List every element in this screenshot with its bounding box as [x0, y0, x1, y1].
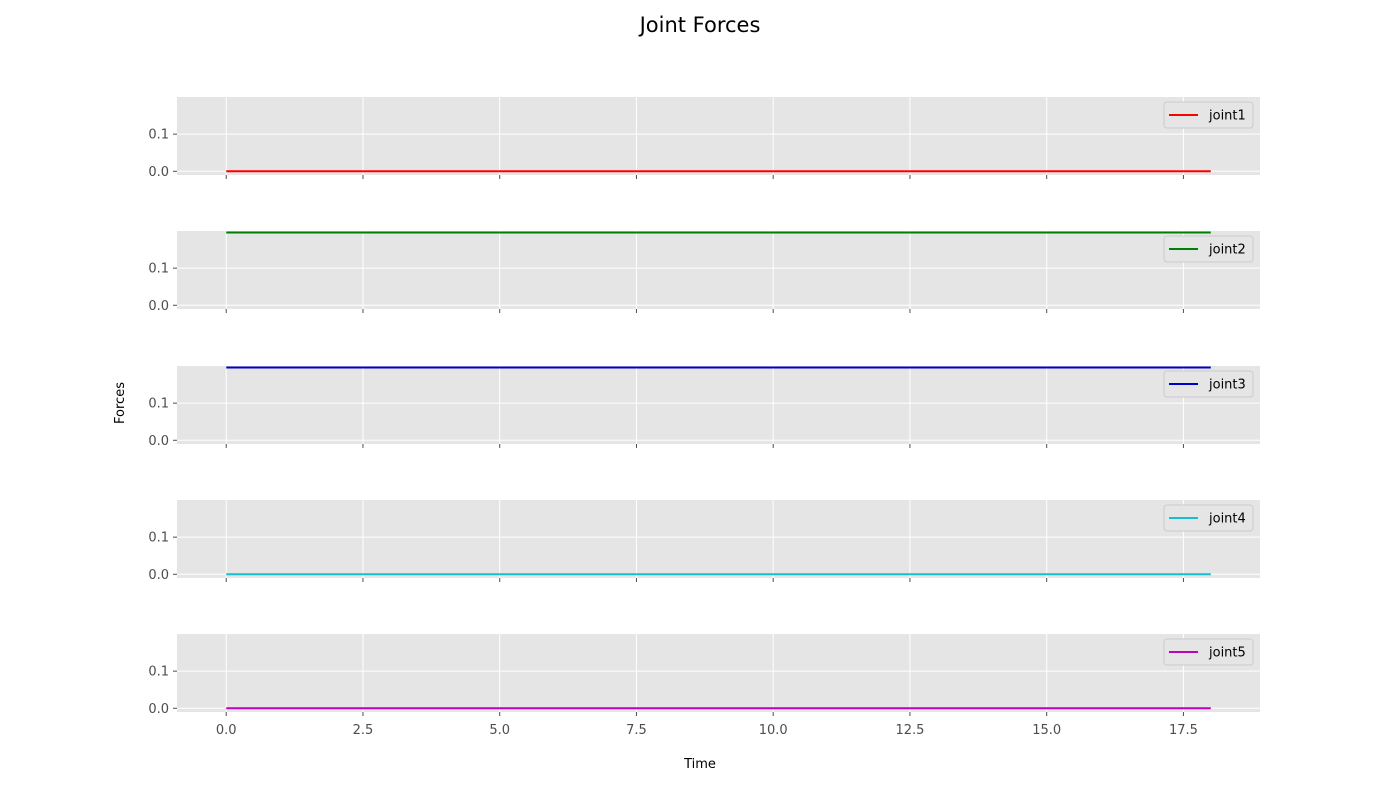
- y-tick-label: 0.0: [148, 299, 169, 314]
- legend-label: joint5: [1208, 646, 1246, 661]
- y-tick-label: 0.0: [148, 568, 169, 583]
- axes-background: [177, 97, 1260, 175]
- y-tick-label: 0.1: [148, 128, 169, 143]
- legend-joint4: joint4: [1163, 504, 1254, 532]
- x-tick-label: 12.5: [895, 723, 924, 738]
- x-tick-label: 7.5: [626, 723, 647, 738]
- x-tick-label: 2.5: [353, 723, 374, 738]
- legend-joint3: joint3: [1163, 370, 1254, 398]
- axes-background: [177, 366, 1260, 444]
- legend-joint5: joint5: [1163, 638, 1254, 666]
- legend-box: [1163, 370, 1254, 398]
- legend-label: joint2: [1208, 243, 1246, 258]
- legend-joint2: joint2: [1163, 235, 1254, 263]
- subplot-1: 0.0 0.1 joint1: [148, 97, 1260, 180]
- x-tick-label: 5.0: [489, 723, 510, 738]
- y-tick-label: 0.1: [148, 397, 169, 412]
- legend-box: [1163, 101, 1254, 129]
- legend-joint1: joint1: [1163, 101, 1254, 129]
- subplots-group: 0.00.1joint10.00.1joint20.00.1joint30.00…: [148, 97, 1260, 738]
- y-tick-label: 0.1: [148, 665, 169, 680]
- subplot-3: 0.0 0.1 joint3: [148, 366, 1260, 449]
- figure-ylabel: Forces: [113, 382, 128, 424]
- axes-background: [177, 634, 1260, 712]
- figure-xlabel: Time: [683, 757, 716, 772]
- legend-label: joint3: [1208, 378, 1246, 393]
- x-tick-label: 15.0: [1032, 723, 1061, 738]
- subplot-5: 0.0 0.1 0.0 2.5 5.0 7.5 10.0 12.5 15.0 17.5 joint5: [148, 634, 1260, 738]
- legend-label: joint4: [1208, 512, 1246, 527]
- y-tick-label: 0.1: [148, 531, 169, 546]
- subplot-2: 0.0 0.1 joint2: [148, 231, 1260, 314]
- x-tick-label: 10.0: [759, 723, 788, 738]
- subplot-4: 0.0 0.1 joint4: [148, 500, 1260, 583]
- legend-box: [1163, 235, 1254, 263]
- y-tick-label: 0.0: [148, 702, 169, 717]
- y-tick-label: 0.0: [148, 165, 169, 180]
- axes-background: [177, 500, 1260, 578]
- legend-label: joint1: [1208, 109, 1246, 124]
- axes-background: [177, 231, 1260, 309]
- figure-title: Joint Forces: [638, 13, 761, 37]
- y-tick-label: 0.1: [148, 262, 169, 277]
- x-tick-label: 0.0: [216, 723, 237, 738]
- x-tick-label: 17.5: [1169, 723, 1198, 738]
- legend-box: [1163, 638, 1254, 666]
- y-tick-label: 0.0: [148, 434, 169, 449]
- legend-box: [1163, 504, 1254, 532]
